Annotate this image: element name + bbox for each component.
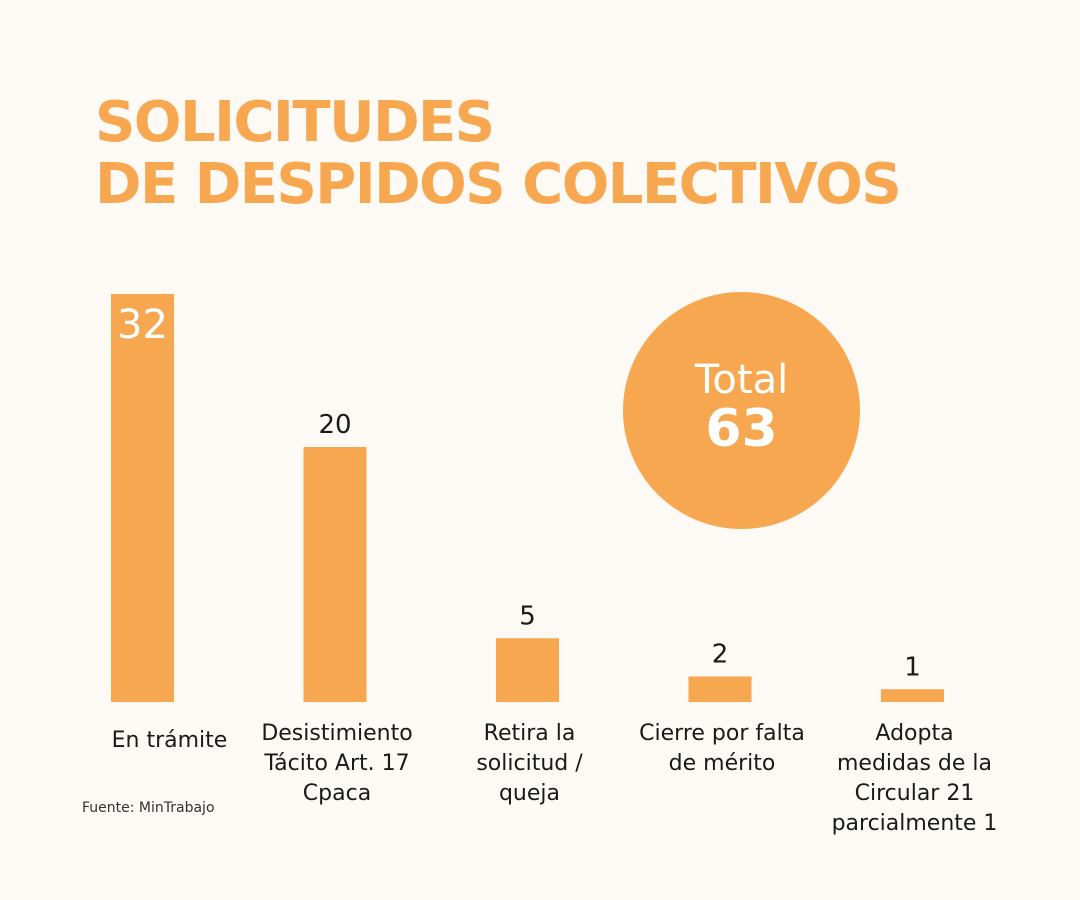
value-label-4: 1 xyxy=(904,652,921,682)
bar-4 xyxy=(881,689,944,702)
title-line-2: DE DESPIDOS COLECTIVOS xyxy=(95,152,902,217)
category-label-0: En trámite xyxy=(112,728,228,753)
bar-1 xyxy=(303,447,367,702)
value-label-2: 5 xyxy=(519,601,536,631)
total-value: 63 xyxy=(705,398,778,459)
category-label-1: Desistimiento Tácito Art. 17 Cpaca xyxy=(261,721,412,806)
category-label-4: Adopta medidas de la Circular 21 parcialmen… xyxy=(832,721,998,836)
bar-0 xyxy=(111,294,174,702)
value-label-1: 20 xyxy=(318,410,351,440)
chart-title: SOLICITUDES DE DESPIDOS COLECTIVOS xyxy=(95,90,902,217)
bar-3 xyxy=(688,676,752,702)
value-label-3: 2 xyxy=(712,640,729,670)
value-label-0: 32 xyxy=(117,302,168,348)
source-note: Fuente: MinTrabajo xyxy=(82,800,215,816)
category-label-2: Retira la solicitud / queja xyxy=(476,721,583,806)
category-label-3: Cierre por falta de mérito xyxy=(639,721,805,776)
title-line-1: SOLICITUDES xyxy=(95,90,495,155)
total-badge: Total 63 xyxy=(623,292,860,529)
total-label: Total xyxy=(694,356,789,403)
bar-2 xyxy=(496,638,559,702)
